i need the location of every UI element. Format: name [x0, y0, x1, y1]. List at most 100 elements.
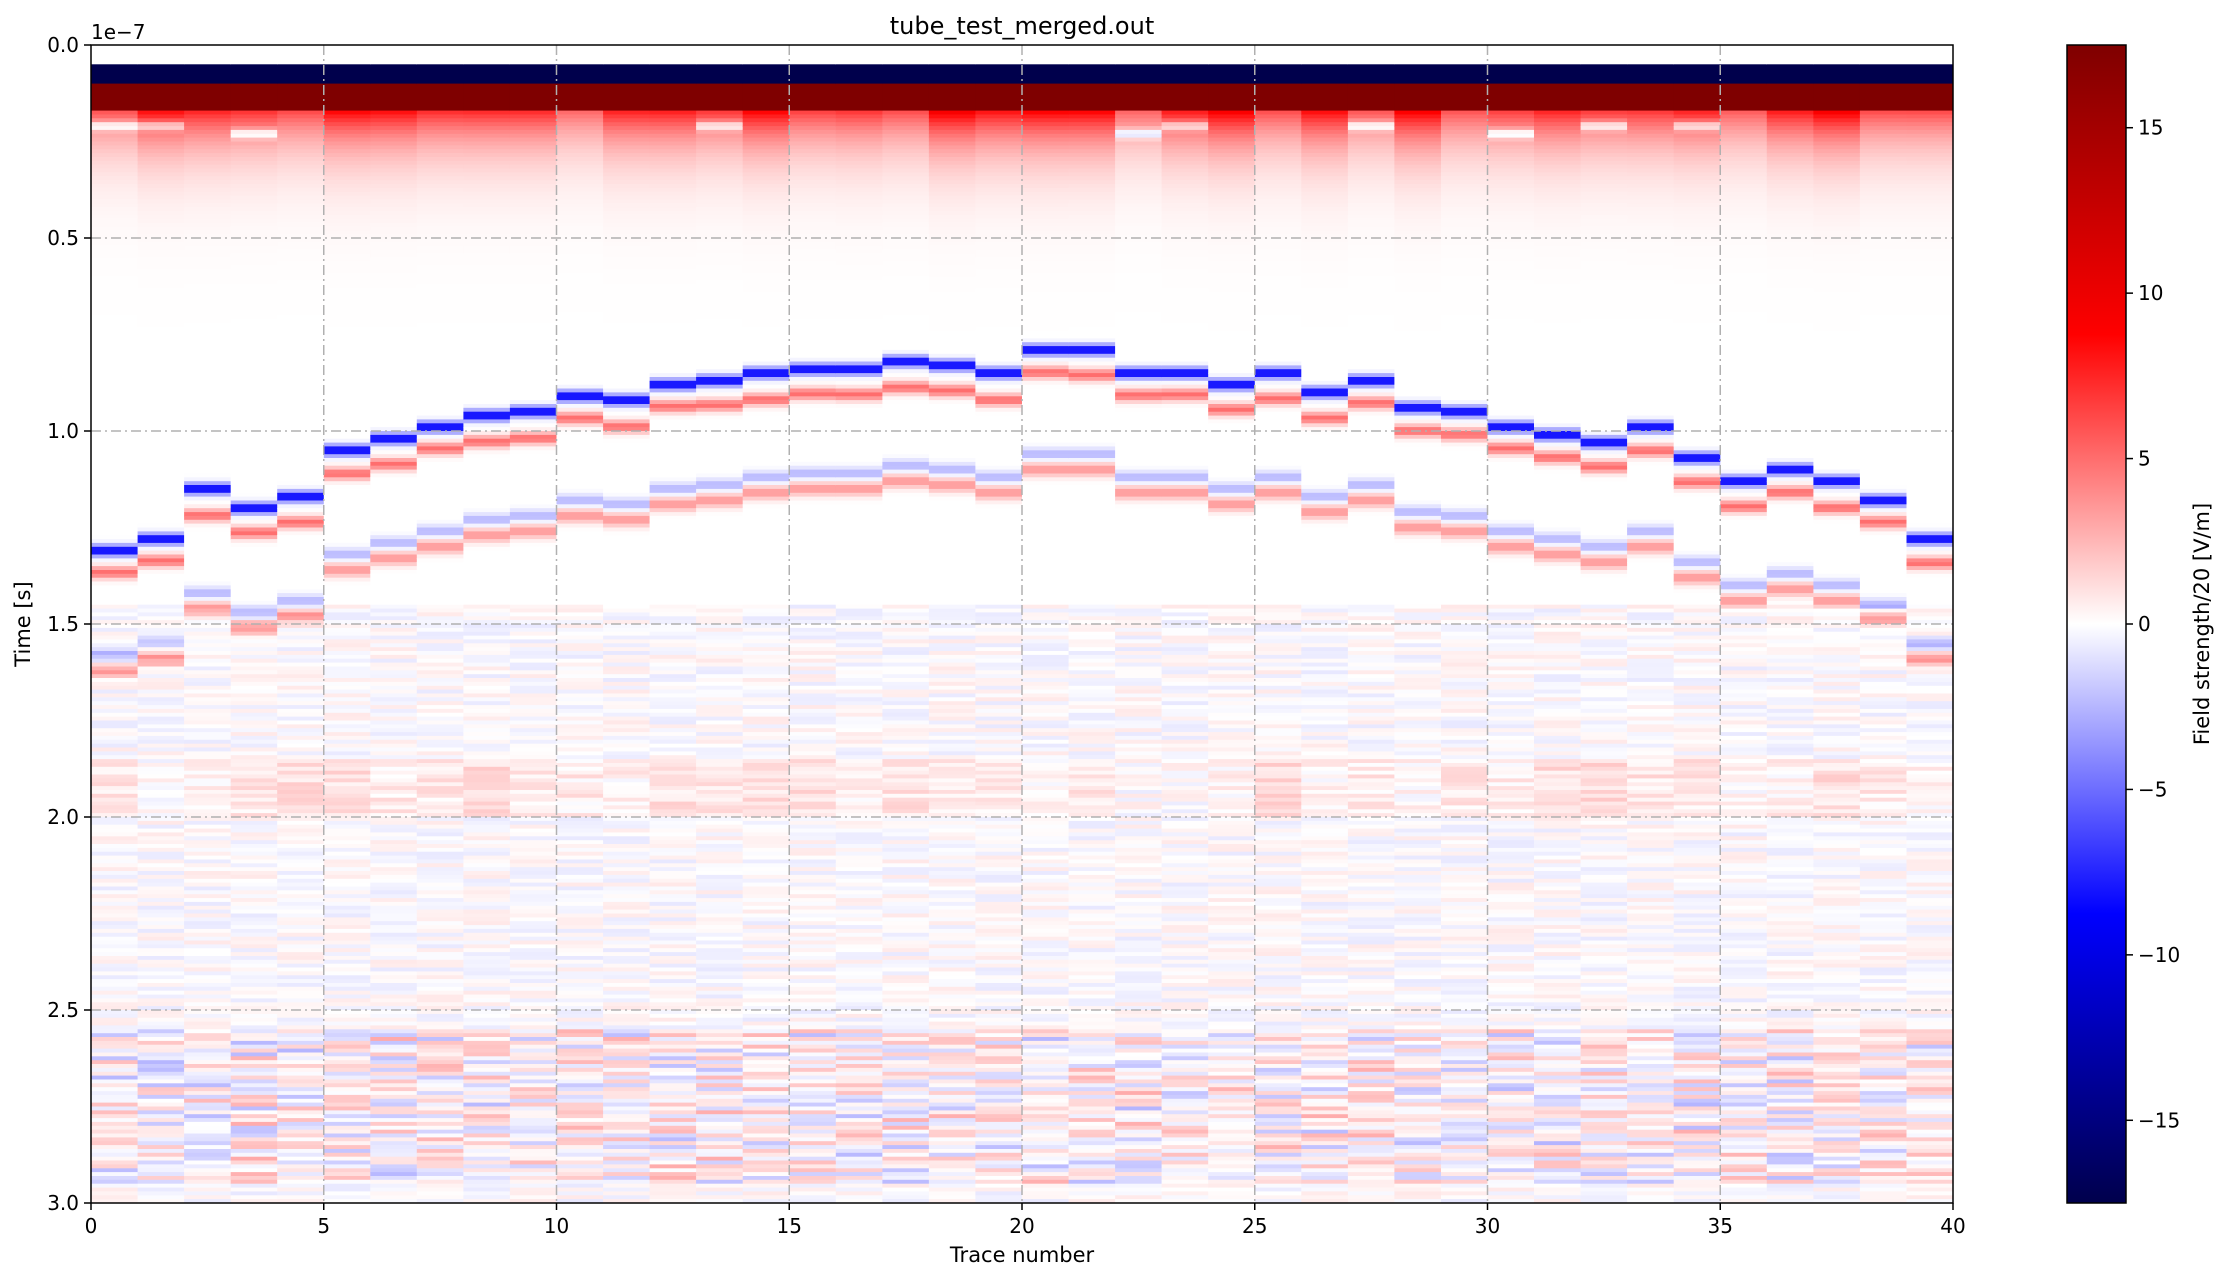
heatmap-cell [184, 218, 232, 224]
heatmap-cell [1068, 720, 1116, 725]
heatmap-cell [835, 651, 883, 656]
heatmap-cell [928, 728, 976, 733]
heatmap-cell [696, 1106, 744, 1111]
heatmap-cell [789, 905, 837, 911]
heatmap-cell [416, 137, 464, 143]
heatmap-cell [1068, 751, 1116, 756]
heatmap-cell [742, 693, 790, 698]
heatmap-cell [882, 724, 930, 729]
heatmap-cell [509, 871, 558, 876]
heatmap-cell [742, 172, 790, 177]
heatmap-cell [975, 1114, 1023, 1119]
heatmap-cell [928, 481, 976, 490]
heatmap-cell [509, 604, 558, 610]
heatmap-cell [556, 272, 604, 312]
heatmap-cell [463, 523, 511, 529]
heatmap-cell [1115, 859, 1163, 864]
heatmap-cell [416, 701, 464, 706]
heatmap-cell [789, 801, 837, 810]
heatmap-cell [509, 921, 558, 926]
heatmap-cell [370, 461, 418, 467]
heatmap-cell [509, 793, 558, 799]
heatmap-cell [696, 407, 744, 413]
heatmap-cell [696, 963, 744, 969]
heatmap-cell [696, 612, 744, 617]
heatmap-cell [975, 678, 1023, 683]
heatmap-cell [556, 786, 604, 791]
heatmap-cell [463, 1044, 511, 1050]
heatmap-cell [323, 701, 371, 706]
heatmap-cell [928, 624, 976, 629]
heatmap-cell [882, 1087, 930, 1092]
heatmap-cell [835, 658, 883, 664]
heatmap-cell [789, 211, 837, 216]
heatmap-cell [742, 925, 790, 930]
heatmap-cell [1068, 1168, 1116, 1173]
heatmap-cell [370, 1164, 418, 1169]
heatmap-cell [277, 793, 325, 799]
heatmap-cell [323, 1160, 371, 1165]
heatmap-cell [649, 1156, 697, 1162]
heatmap-cell [649, 832, 697, 837]
heatmap-cell [277, 925, 325, 930]
heatmap-cell [370, 1002, 418, 1007]
heatmap-cell [370, 948, 418, 953]
heatmap-cell [91, 944, 139, 949]
heatmap-cell [789, 504, 837, 606]
heatmap-cell [416, 245, 464, 254]
heatmap-cell [137, 1152, 185, 1158]
heatmap-cell [370, 608, 418, 614]
heatmap-cell [649, 515, 697, 521]
heatmap-cell [928, 114, 976, 119]
heatmap-cell [463, 1098, 511, 1104]
heatmap-cell [184, 284, 232, 324]
heatmap-cell [370, 176, 418, 181]
heatmap-cell [509, 114, 558, 119]
heatmap-cell [230, 1048, 278, 1054]
heatmap-cell [882, 705, 930, 710]
heatmap-cell [882, 986, 930, 992]
heatmap-cell [789, 759, 837, 764]
heatmap-cell [603, 705, 651, 710]
heatmap-cell [696, 195, 744, 200]
heatmap-cell [137, 928, 185, 934]
heatmap-cell [556, 967, 604, 972]
heatmap-cell [416, 670, 464, 675]
heatmap-cell [137, 874, 185, 880]
heatmap-cell [1115, 786, 1163, 791]
heatmap-cell [556, 168, 604, 173]
heatmap-cell [184, 983, 232, 988]
heatmap-cell [230, 959, 278, 965]
heatmap-cell [370, 83, 418, 112]
heatmap-cell [696, 948, 744, 953]
heatmap-cell [928, 253, 976, 266]
heatmap-cell [323, 438, 371, 444]
heatmap-cell [835, 64, 883, 85]
heatmap-cell [649, 83, 697, 112]
heatmap-cell [230, 874, 278, 880]
heatmap-cell [556, 187, 604, 193]
heatmap-cell [137, 681, 185, 687]
heatmap-cell [463, 755, 511, 760]
heatmap-cell [556, 624, 604, 629]
heatmap-cell [789, 64, 837, 85]
heatmap-cell [742, 1168, 790, 1173]
heatmap-cell [370, 149, 418, 154]
heatmap-cell [230, 527, 278, 532]
heatmap-cell [1115, 739, 1163, 745]
heatmap-cell [556, 813, 604, 818]
heatmap-cell [603, 415, 651, 421]
heatmap-cell [91, 276, 139, 316]
heatmap-cell [1022, 1087, 1070, 1092]
heatmap-cell [975, 380, 1023, 386]
heatmap-cell [603, 624, 651, 629]
heatmap-cell [509, 681, 558, 687]
heatmap-cell [928, 635, 976, 641]
heatmap-cell [277, 145, 325, 150]
heatmap-cell [835, 624, 883, 629]
heatmap-cell [277, 905, 325, 911]
heatmap-cell [277, 1021, 325, 1027]
heatmap-cell [1068, 651, 1116, 656]
heatmap-cell [370, 1176, 418, 1181]
heatmap-cell [882, 1048, 930, 1054]
